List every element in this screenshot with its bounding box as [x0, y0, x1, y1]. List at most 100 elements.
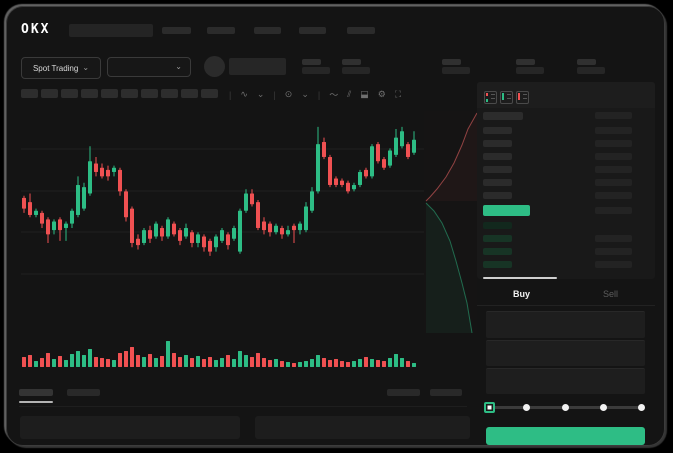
volume-bar [256, 353, 260, 367]
indicator-icon[interactable]: ∿ [240, 89, 248, 99]
orderbook-amount-placeholder [595, 112, 632, 119]
depth-panel[interactable] [424, 111, 477, 333]
candle-body [124, 191, 128, 218]
orderbook-price-placeholder[interactable] [483, 222, 512, 229]
stat-value-placeholder [302, 67, 330, 74]
nav-item[interactable] [347, 27, 375, 34]
divider: | [229, 89, 232, 100]
volume-bar [58, 356, 62, 367]
candle-body [58, 219, 62, 231]
candle-body [82, 187, 86, 209]
orderbook-last-price[interactable] [483, 205, 530, 216]
chart-tool-button[interactable] [101, 89, 118, 98]
orderbook-price-placeholder[interactable] [483, 127, 512, 134]
orderbook-price-placeholder[interactable] [483, 261, 512, 268]
compare-icon[interactable]: ⫽ [347, 89, 352, 99]
volume-bar [412, 363, 416, 367]
orders-action-button[interactable] [430, 389, 462, 396]
volume-bar [310, 359, 314, 367]
slider-handle[interactable] [484, 402, 495, 413]
chevron-down-icon[interactable]: ⌄ [256, 89, 265, 99]
orderbook-price-placeholder[interactable] [483, 153, 512, 160]
volume-bar [178, 357, 182, 367]
candle-body [268, 223, 272, 233]
stat-value-placeholder [577, 67, 605, 74]
candlestick-chart[interactable] [21, 111, 425, 333]
line-type-icon[interactable]: 〜 [329, 90, 339, 100]
volume-bar [220, 358, 224, 367]
fullscreen-icon[interactable]: ⛶ [394, 89, 402, 99]
price-input[interactable] [486, 311, 645, 338]
candle-body [70, 210, 74, 224]
volume-bar [280, 361, 284, 367]
settings-icon[interactable]: ⚙ [377, 89, 386, 99]
orderbook-price-placeholder[interactable] [483, 248, 512, 255]
candle-body [388, 150, 392, 166]
chart-tool-button[interactable] [61, 89, 78, 98]
orderbook-asks-icon[interactable] [516, 91, 529, 104]
tab-buy[interactable]: Buy [512, 289, 530, 299]
nav-item[interactable] [299, 27, 326, 34]
candle-body [250, 193, 254, 205]
orderbook-price-placeholder[interactable] [483, 140, 512, 147]
candle-body [316, 144, 320, 192]
orderbook-both-icon[interactable] [484, 91, 497, 104]
orderbook-bids-icon[interactable] [500, 91, 513, 104]
chart-tool-button[interactable] [161, 89, 178, 98]
orders-tab-active[interactable] [19, 389, 53, 396]
amount-input[interactable] [486, 340, 645, 366]
nav-item[interactable] [207, 27, 235, 34]
candle-body [280, 227, 284, 235]
candle-body [64, 223, 68, 228]
orders-tab[interactable] [67, 389, 100, 396]
okx-logo[interactable]: OKX [21, 22, 51, 37]
orderbook-price-placeholder[interactable] [483, 112, 523, 120]
chart-tool-button[interactable] [41, 89, 58, 98]
slider-stop[interactable] [600, 404, 607, 411]
nav-item[interactable] [162, 27, 191, 34]
buy-submit-button[interactable] [486, 427, 645, 445]
volume-bar [22, 357, 26, 367]
orders-action-button[interactable] [387, 389, 420, 396]
orderbook-price-placeholder[interactable] [483, 235, 512, 242]
chevron-down-icon[interactable]: ⌄ [301, 89, 309, 99]
chart-tool-button[interactable] [181, 89, 198, 98]
interval-icon[interactable]: ⊙ [284, 89, 293, 99]
orderbook-amount-placeholder [595, 207, 632, 214]
orderbook-price-placeholder[interactable] [483, 179, 512, 186]
chart-tool-button[interactable] [81, 89, 98, 98]
market-type-dropdown[interactable]: Spot Trading ⌄ [21, 57, 101, 79]
candle-body [370, 146, 374, 177]
chart-tool-button[interactable] [21, 89, 38, 98]
slider-stop[interactable] [523, 404, 530, 411]
volume-bar [316, 355, 320, 367]
candle-body [382, 159, 386, 168]
orderbook-scroll-indicator[interactable] [483, 277, 557, 279]
volume-bar [394, 354, 398, 367]
total-input[interactable] [486, 368, 645, 394]
search-input[interactable] [69, 24, 153, 37]
volume-bar [124, 351, 128, 367]
slider-stop[interactable] [638, 404, 645, 411]
candle-body [136, 238, 140, 246]
chart-tool-button[interactable] [201, 89, 218, 98]
chart-tool-button[interactable] [141, 89, 158, 98]
volume-bar [52, 359, 56, 367]
candle-body [214, 236, 218, 248]
orderbook-price-placeholder[interactable] [483, 192, 512, 199]
divider: | [273, 89, 276, 100]
slider-stop[interactable] [562, 404, 569, 411]
volume-bar [196, 356, 200, 367]
candle-body [100, 167, 104, 177]
depth-curve [426, 203, 472, 333]
orderbook-price-placeholder[interactable] [483, 166, 512, 173]
pair-dropdown[interactable]: ⌄ [107, 57, 191, 77]
camera-icon[interactable]: ⬓ [360, 89, 369, 99]
tab-sell[interactable]: Sell [602, 289, 618, 299]
volume-bar [208, 357, 212, 367]
volume-bar [28, 355, 32, 367]
candle-body [304, 206, 308, 231]
nav-item[interactable] [254, 27, 281, 34]
orderbook-amount-placeholder [595, 127, 632, 134]
chart-tool-button[interactable] [121, 89, 138, 98]
